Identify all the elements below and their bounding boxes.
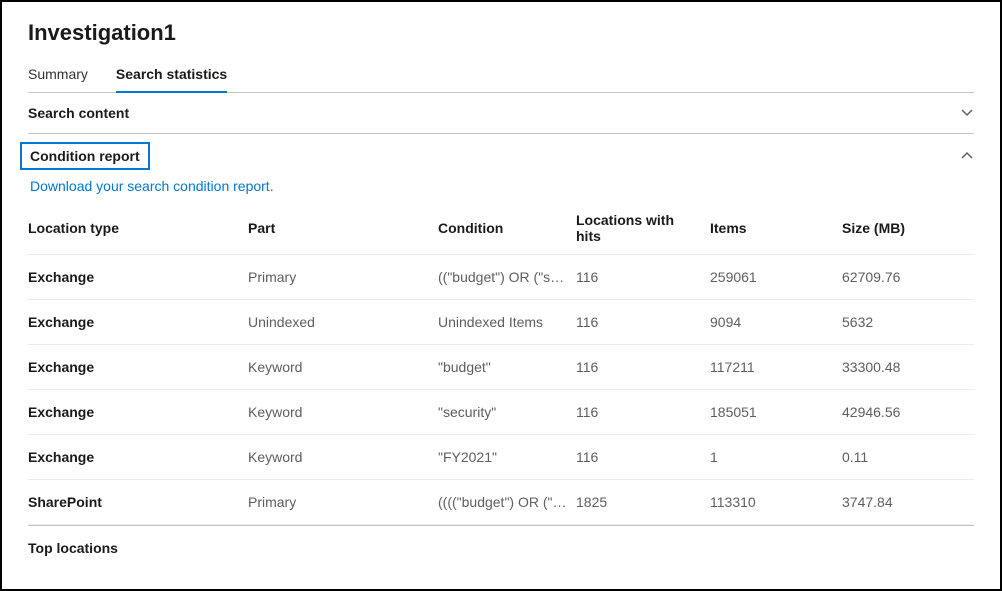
download-condition-report-link[interactable]: Download your search condition report. bbox=[28, 178, 974, 204]
cell-condition: (("budget") OR ("sec… bbox=[438, 255, 576, 300]
section-title-condition-report: Condition report bbox=[30, 148, 140, 164]
cell-size-mb: 5632 bbox=[842, 300, 974, 345]
cell-items: 9094 bbox=[710, 300, 842, 345]
cell-items: 117211 bbox=[710, 345, 842, 390]
condition-report-table: Location type Part Condition Locations w… bbox=[28, 204, 974, 525]
chevron-up-icon bbox=[960, 149, 974, 163]
cell-items: 185051 bbox=[710, 390, 842, 435]
section-condition-report: Condition report Download your search co… bbox=[28, 134, 974, 526]
column-header-location-type[interactable]: Location type bbox=[28, 204, 248, 255]
cell-locations-with-hits: 116 bbox=[576, 255, 710, 300]
cell-part: Primary bbox=[248, 255, 438, 300]
cell-part: Unindexed bbox=[248, 300, 438, 345]
cell-items: 259061 bbox=[710, 255, 842, 300]
tabs-container: Summary Search statistics bbox=[28, 60, 974, 93]
section-top-locations[interactable]: Top locations bbox=[28, 526, 974, 570]
cell-location-type: Exchange bbox=[28, 345, 248, 390]
cell-locations-with-hits: 116 bbox=[576, 435, 710, 480]
cell-locations-with-hits: 116 bbox=[576, 345, 710, 390]
cell-location-type: Exchange bbox=[28, 255, 248, 300]
cell-part: Primary bbox=[248, 480, 438, 525]
cell-part: Keyword bbox=[248, 345, 438, 390]
cell-location-type: Exchange bbox=[28, 435, 248, 480]
page-title: Investigation1 bbox=[28, 20, 974, 46]
table-row[interactable]: Exchange Primary (("budget") OR ("sec… 1… bbox=[28, 255, 974, 300]
section-title-search-content: Search content bbox=[28, 105, 129, 121]
section-header-search-content[interactable]: Search content bbox=[28, 93, 974, 133]
cell-location-type: Exchange bbox=[28, 390, 248, 435]
column-header-size-mb[interactable]: Size (MB) bbox=[842, 204, 974, 255]
cell-items: 1 bbox=[710, 435, 842, 480]
cell-location-type: SharePoint bbox=[28, 480, 248, 525]
cell-condition: (((("budget") OR ("se… bbox=[438, 480, 576, 525]
cell-size-mb: 33300.48 bbox=[842, 345, 974, 390]
cell-locations-with-hits: 1825 bbox=[576, 480, 710, 525]
cell-condition: Unindexed Items bbox=[438, 300, 576, 345]
table-row[interactable]: Exchange Unindexed Unindexed Items 116 9… bbox=[28, 300, 974, 345]
cell-size-mb: 62709.76 bbox=[842, 255, 974, 300]
cell-part: Keyword bbox=[248, 390, 438, 435]
table-row[interactable]: Exchange Keyword "FY2021" 116 1 0.11 bbox=[28, 435, 974, 480]
cell-condition: "budget" bbox=[438, 345, 576, 390]
table-row[interactable]: Exchange Keyword "security" 116 185051 4… bbox=[28, 390, 974, 435]
cell-location-type: Exchange bbox=[28, 300, 248, 345]
table-row[interactable]: SharePoint Primary (((("budget") OR ("se… bbox=[28, 480, 974, 525]
column-header-part[interactable]: Part bbox=[248, 204, 438, 255]
section-header-condition-report[interactable]: Condition report bbox=[28, 134, 974, 178]
column-header-items[interactable]: Items bbox=[710, 204, 842, 255]
table-header-row: Location type Part Condition Locations w… bbox=[28, 204, 974, 255]
column-header-condition[interactable]: Condition bbox=[438, 204, 576, 255]
cell-locations-with-hits: 116 bbox=[576, 390, 710, 435]
table-row[interactable]: Exchange Keyword "budget" 116 117211 333… bbox=[28, 345, 974, 390]
cell-condition: "FY2021" bbox=[438, 435, 576, 480]
section-search-content: Search content bbox=[28, 93, 974, 134]
tab-summary[interactable]: Summary bbox=[28, 60, 88, 92]
cell-condition: "security" bbox=[438, 390, 576, 435]
cell-size-mb: 42946.56 bbox=[842, 390, 974, 435]
tab-search-statistics[interactable]: Search statistics bbox=[116, 60, 227, 92]
cell-locations-with-hits: 116 bbox=[576, 300, 710, 345]
table-body: Exchange Primary (("budget") OR ("sec… 1… bbox=[28, 255, 974, 525]
chevron-down-icon bbox=[960, 106, 974, 120]
cell-part: Keyword bbox=[248, 435, 438, 480]
column-header-locations-with-hits[interactable]: Locations with hits bbox=[576, 204, 710, 255]
cell-items: 113310 bbox=[710, 480, 842, 525]
cell-size-mb: 3747.84 bbox=[842, 480, 974, 525]
cell-size-mb: 0.11 bbox=[842, 435, 974, 480]
